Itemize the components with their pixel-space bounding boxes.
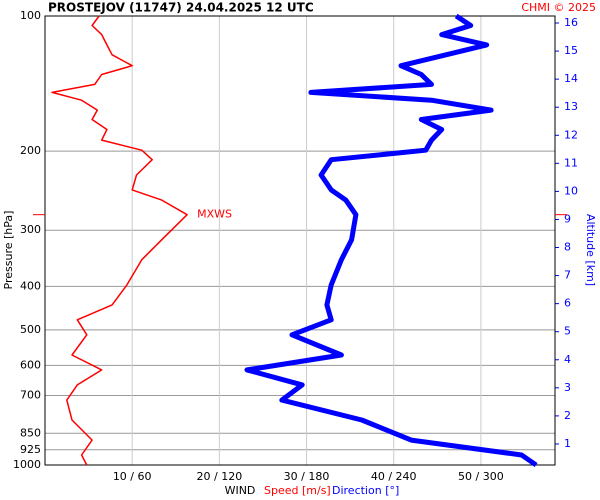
x-tick-label: 20 / 120	[197, 470, 243, 483]
x-axis-label: WIND	[225, 484, 256, 497]
x-axis-speed-label: Speed [m/s]	[264, 484, 331, 497]
y2-tick-label: 15	[564, 44, 578, 57]
y2-tick-label: 9	[564, 212, 571, 225]
plot-frame	[44, 15, 556, 466]
y2-tick-label: 16	[564, 16, 578, 29]
y2-tick-label: 7	[564, 269, 571, 282]
y-tick-label: 400	[20, 279, 41, 292]
y-tick-label: 925	[20, 443, 41, 456]
chart-title: PROSTEJOV (11747) 24.04.2025 12 UTC	[48, 1, 314, 15]
y2-axis-label: Altitude [km]	[584, 214, 597, 286]
y2-tick-label: 4	[564, 353, 571, 366]
y2-tick-label: 12	[564, 128, 578, 141]
y-tick-label: 100	[20, 9, 41, 22]
y-tick-label: 700	[20, 388, 41, 401]
y-tick-label: 500	[20, 323, 41, 336]
y-tick-label: 850	[20, 426, 41, 439]
y2-tick-label: 11	[564, 156, 578, 169]
x-tick-label: 30 / 180	[284, 470, 330, 483]
y2-tick-label: 14	[564, 72, 578, 85]
y2-tick-label: 8	[564, 241, 571, 254]
speed-line	[51, 15, 188, 466]
y-tick-label: 200	[20, 144, 41, 157]
y-tick-label: 300	[20, 223, 41, 236]
y2-tick-label: 13	[564, 100, 578, 113]
annotation: MXWS	[197, 208, 232, 221]
y2-tick-label: 10	[564, 184, 578, 197]
y-tick-label: 600	[20, 358, 41, 371]
y2-tick-label: 1	[564, 437, 571, 450]
y2-tick-label: 5	[564, 325, 571, 338]
x-tick-label: 10 / 60	[113, 470, 152, 483]
y-axis-label: Pressure [hPa]	[2, 211, 15, 290]
y-tick-label: 1000	[13, 458, 41, 471]
x-tick-label: 40 / 240	[371, 470, 417, 483]
y2-tick-label: 2	[564, 409, 571, 422]
direction-line	[244, 13, 538, 468]
y2-tick-label: 3	[564, 381, 571, 394]
y2-tick-label: 6	[564, 297, 571, 310]
credit: CHMI © 2025	[521, 1, 596, 14]
x-axis-direction-label: Direction [°]	[332, 484, 399, 497]
x-tick-label: 50 / 300	[458, 470, 504, 483]
